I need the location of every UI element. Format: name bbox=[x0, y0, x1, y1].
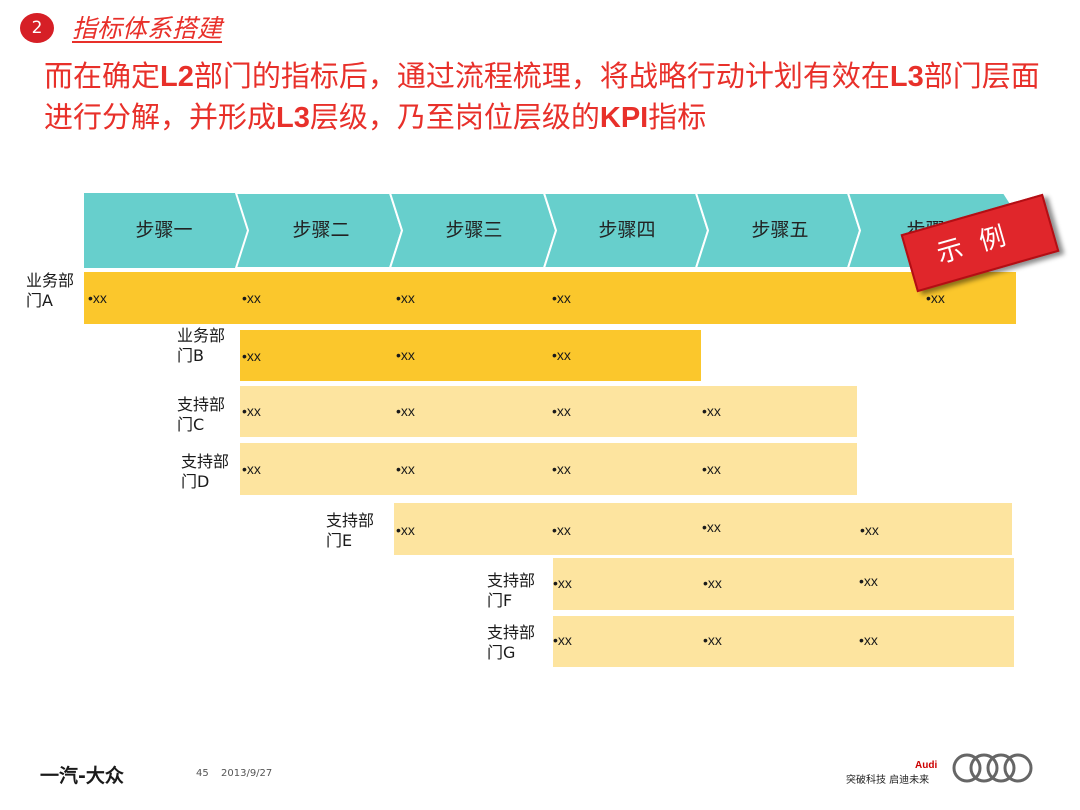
kpi-cell: •xx bbox=[242, 403, 261, 419]
dept-row-a: •xx •xx •xx •xx •xx bbox=[84, 272, 1016, 324]
dept-label-g: 支持部 门G bbox=[487, 623, 536, 662]
dept-label-b: 业务部 门B bbox=[177, 326, 226, 365]
kpi-cell: •xx bbox=[552, 403, 571, 419]
brand-slogan: 突破科技 启迪未来 bbox=[846, 775, 930, 786]
step-label: 步骤四 bbox=[598, 219, 656, 241]
step-3-shape bbox=[388, 193, 558, 268]
dept-label-a: 业务部 门A bbox=[26, 271, 75, 310]
step-5-shape bbox=[694, 193, 862, 268]
step-4-shape bbox=[542, 193, 710, 268]
dept-row-e: •xx •xx •xx •xx bbox=[394, 503, 1012, 555]
brand-name: Audi bbox=[915, 760, 938, 771]
dept-row-d: •xx •xx •xx •xx bbox=[240, 443, 857, 495]
kpi-cell: •xx bbox=[552, 461, 571, 477]
kpi-cell: •xx bbox=[703, 632, 722, 648]
step-1-shape bbox=[84, 193, 248, 268]
kpi-cell: •xx bbox=[242, 348, 261, 364]
step-label: 步骤三 bbox=[445, 219, 503, 241]
kpi-cell: •xx bbox=[702, 403, 721, 419]
kpi-cell: •xx bbox=[396, 347, 415, 363]
kpi-cell: •xx bbox=[553, 632, 572, 648]
dept-row-c: •xx •xx •xx •xx bbox=[240, 386, 857, 437]
step-label: 步骤一 bbox=[135, 219, 193, 241]
dept-row-g: •xx •xx •xx bbox=[553, 616, 1014, 667]
headline: 而在确定L2部门的指标后，通过流程梳理，将战略行动计划有效在L3部门层面进行分解… bbox=[44, 59, 1040, 134]
section-number-badge: 2 bbox=[20, 13, 54, 43]
kpi-cell: •xx bbox=[553, 575, 572, 591]
kpi-cell: •xx bbox=[860, 522, 879, 538]
step-label: 步骤二 bbox=[292, 219, 350, 241]
kpi-cell: •xx bbox=[702, 519, 721, 535]
page-number: 45 bbox=[196, 768, 209, 779]
dept-label-c: 支持部 门C bbox=[177, 395, 226, 434]
kpi-cell: •xx bbox=[242, 461, 261, 477]
step-2-shape bbox=[234, 193, 404, 268]
kpi-cell: •xx bbox=[88, 290, 107, 306]
dept-row-b: •xx •xx •xx bbox=[240, 330, 701, 381]
section-title: 指标体系搭建 bbox=[72, 14, 223, 43]
kpi-cell: •xx bbox=[702, 461, 721, 477]
kpi-cell: •xx bbox=[552, 347, 571, 363]
step-label: 步骤五 bbox=[751, 219, 809, 241]
slide-date: 2013/9/27 bbox=[221, 768, 273, 779]
kpi-cell: •xx bbox=[859, 573, 878, 589]
dept-label-f: 支持部 门F bbox=[487, 571, 536, 610]
audi-rings-icon bbox=[952, 753, 1033, 783]
dept-label-e: 支持部 门E bbox=[326, 511, 375, 550]
dept-label-d: 支持部 门D bbox=[181, 452, 230, 491]
kpi-cell: •xx bbox=[242, 290, 261, 306]
company-logo: 一汽-大众 bbox=[40, 765, 124, 787]
kpi-cell: •xx bbox=[396, 522, 415, 538]
kpi-cell: •xx bbox=[552, 522, 571, 538]
kpi-cell: •xx bbox=[552, 290, 571, 306]
kpi-cell: •xx bbox=[396, 290, 415, 306]
process-steps: 步骤一 步骤二 步骤三 步骤四 步骤五 步骤六 bbox=[84, 193, 1028, 268]
kpi-cell: •xx bbox=[926, 290, 945, 306]
kpi-cell: •xx bbox=[396, 461, 415, 477]
dept-row-f: •xx •xx •xx bbox=[553, 558, 1014, 610]
kpi-cell: •xx bbox=[396, 403, 415, 419]
kpi-cell: •xx bbox=[859, 632, 878, 648]
kpi-cell: •xx bbox=[703, 575, 722, 591]
